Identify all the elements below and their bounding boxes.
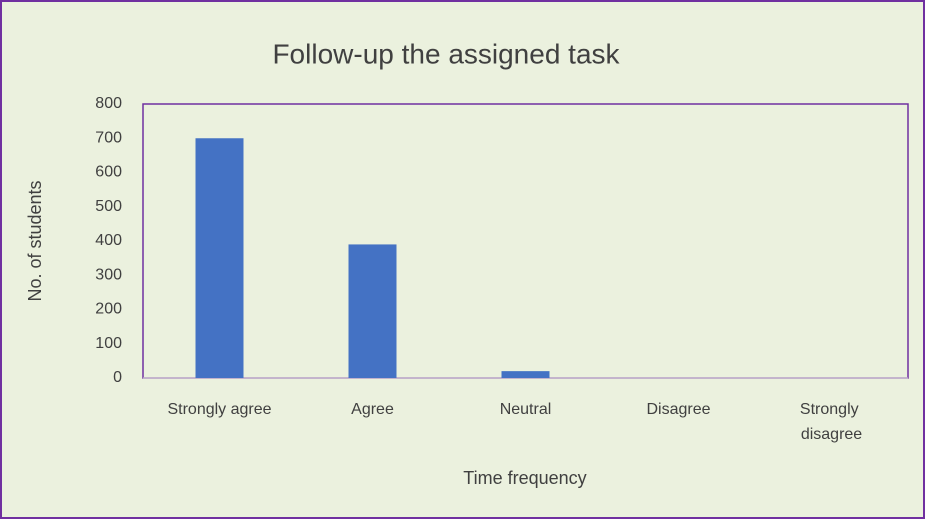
y-tick-label: 0 (113, 369, 122, 386)
y-tick-label: 600 (95, 164, 122, 181)
x-tick-label: Strongly agree (167, 401, 271, 418)
x-tick-label: Neutral (500, 401, 552, 418)
chart-title: Follow-up the assigned task (272, 38, 620, 69)
y-tick-label: 200 (95, 301, 122, 318)
x-tick-label: Strongly disagree (800, 401, 863, 443)
y-tick-label: 800 (95, 95, 122, 112)
x-tick-label: Agree (351, 401, 394, 418)
y-tick-label: 100 (95, 335, 122, 352)
x-tick-label: Disagree (646, 401, 710, 418)
bar (195, 138, 244, 378)
y-tick-label: 300 (95, 266, 122, 283)
bar (348, 244, 397, 378)
x-axis-title: Time frequency (463, 468, 586, 488)
bar (501, 371, 550, 378)
y-tick-label: 700 (95, 129, 122, 146)
y-axis-title: No. of students (25, 180, 45, 301)
y-tick-label: 500 (95, 198, 122, 215)
y-tick-label: 400 (95, 232, 122, 249)
